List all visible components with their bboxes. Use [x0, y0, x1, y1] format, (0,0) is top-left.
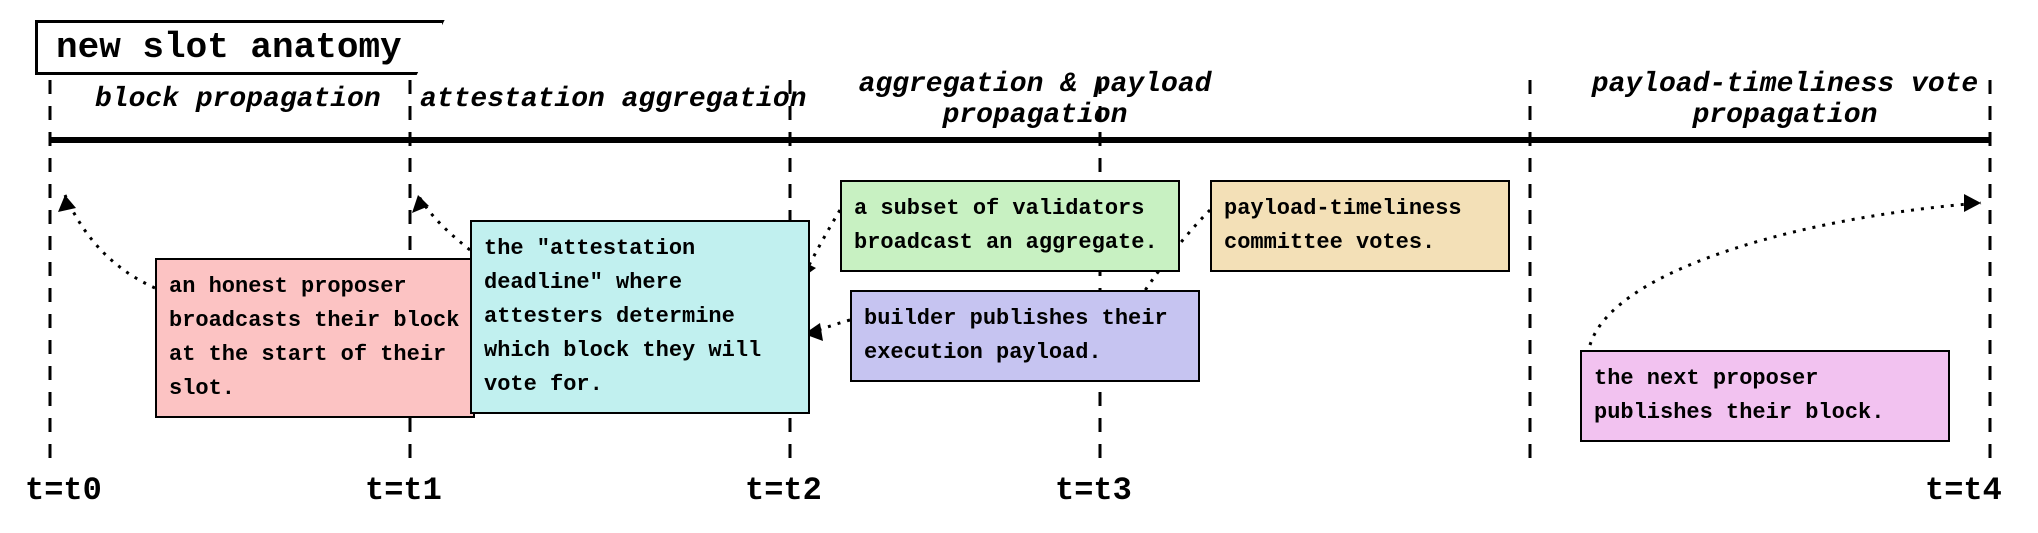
time-label: t=t0 — [25, 472, 102, 509]
info-box-proposer: an honest proposer broadcasts their bloc… — [155, 258, 475, 418]
arrow-path — [804, 320, 850, 334]
time-label: t=t4 — [1925, 472, 2002, 509]
info-box-aggregate: a subset of validators broadcast an aggr… — [840, 180, 1180, 272]
time-label: t=t1 — [365, 472, 442, 509]
arrow-path — [418, 195, 470, 250]
info-box-next-proposer: the next proposer publishes their block. — [1580, 350, 1950, 442]
arrow-head — [412, 195, 429, 213]
diagram-container: new slot anatomy block propagation attest… — [20, 20, 2018, 513]
arrow-path — [65, 195, 155, 288]
info-box-attestation: the "attestation deadline" where atteste… — [470, 220, 810, 414]
arrow-path — [1590, 203, 1981, 345]
time-label: t=t3 — [1055, 472, 1132, 509]
info-box-committee: payload-timeliness committee votes. — [1210, 180, 1510, 272]
phase-label: payload-timeliness vote propagation — [1570, 70, 2000, 132]
arrow-head — [1964, 194, 1981, 212]
diagram-title: new slot anatomy — [35, 20, 445, 75]
phase-label: aggregation & payload propagation — [820, 70, 1250, 132]
phase-label: block propagation — [95, 84, 381, 115]
phase-label: attestation aggregation — [420, 84, 806, 115]
arrow-head — [58, 195, 76, 212]
time-label: t=t2 — [745, 472, 822, 509]
info-box-builder: builder publishes their execution payloa… — [850, 290, 1200, 382]
